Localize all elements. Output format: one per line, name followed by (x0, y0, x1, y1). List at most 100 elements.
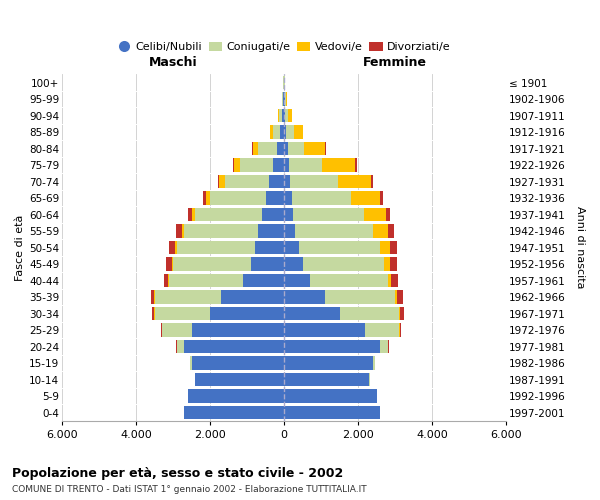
Bar (240, 158, 273, 172)
Bar (218, 175, 220, 188)
Bar (322, 158, 355, 172)
Bar (225, 175, 269, 188)
Bar (386, 208, 390, 222)
Bar (273, 158, 284, 172)
Bar (234, 158, 240, 172)
Bar (284, 126, 286, 139)
Bar (364, 208, 386, 222)
Bar (191, 324, 284, 337)
Bar (278, 109, 280, 122)
Bar (395, 290, 397, 304)
Bar (284, 208, 293, 222)
Bar (151, 290, 154, 304)
Bar (380, 340, 388, 353)
Bar (164, 274, 169, 287)
Bar (152, 307, 154, 320)
Bar (254, 241, 284, 254)
Bar (282, 92, 283, 106)
Bar (285, 109, 288, 122)
Bar (389, 241, 397, 254)
Bar (325, 142, 326, 156)
Bar (284, 192, 292, 205)
Bar (233, 158, 234, 172)
Bar (388, 224, 394, 238)
Bar (284, 158, 289, 172)
Bar (206, 192, 210, 205)
Bar (193, 208, 196, 222)
Bar (284, 406, 380, 419)
Bar (380, 241, 389, 254)
Bar (270, 126, 273, 139)
Bar (177, 340, 184, 353)
Bar (188, 390, 284, 403)
Bar (283, 92, 284, 106)
Bar (273, 126, 280, 139)
Bar (302, 258, 384, 271)
Bar (253, 142, 258, 156)
Bar (292, 192, 350, 205)
Bar (266, 192, 284, 205)
Bar (169, 241, 175, 254)
Bar (284, 373, 369, 386)
Bar (284, 274, 310, 287)
Bar (373, 224, 388, 238)
Bar (280, 126, 284, 139)
Bar (284, 258, 302, 271)
Bar (371, 175, 373, 188)
Bar (155, 307, 210, 320)
Bar (210, 192, 266, 205)
Bar (384, 258, 389, 271)
Bar (400, 324, 401, 337)
Legend: Celibi/Nubili, Coniugati/e, Vedovi/e, Divorziati/e: Celibi/Nubili, Coniugati/e, Vedovi/e, Di… (118, 42, 451, 52)
Bar (397, 290, 403, 304)
Bar (162, 324, 191, 337)
Bar (210, 307, 284, 320)
Bar (203, 192, 206, 205)
Bar (196, 208, 262, 222)
Text: Femmine: Femmine (363, 56, 427, 70)
Bar (244, 274, 284, 287)
Bar (284, 224, 295, 238)
Bar (166, 258, 172, 271)
Bar (282, 109, 284, 122)
Bar (188, 208, 193, 222)
Bar (340, 307, 399, 320)
Bar (289, 158, 322, 172)
Bar (176, 224, 182, 238)
Bar (299, 241, 380, 254)
Bar (184, 224, 258, 238)
Bar (284, 290, 325, 304)
Bar (284, 175, 290, 188)
Bar (286, 92, 287, 106)
Bar (177, 241, 254, 254)
Bar (280, 109, 282, 122)
Bar (169, 274, 244, 287)
Bar (284, 324, 365, 337)
Bar (258, 224, 284, 238)
Bar (220, 175, 225, 188)
Bar (284, 92, 286, 106)
Bar (251, 258, 284, 271)
Bar (295, 224, 373, 238)
Bar (161, 324, 162, 337)
Bar (221, 290, 284, 304)
Bar (389, 258, 397, 271)
Bar (290, 175, 338, 188)
Bar (284, 109, 285, 122)
Bar (258, 142, 277, 156)
Bar (391, 274, 398, 287)
Bar (196, 373, 284, 386)
Bar (184, 340, 284, 353)
Bar (293, 208, 364, 222)
Text: Maschi: Maschi (149, 56, 197, 70)
Bar (388, 274, 391, 287)
Bar (365, 324, 399, 337)
Bar (269, 175, 284, 188)
Bar (284, 356, 373, 370)
Bar (284, 241, 299, 254)
Bar (155, 290, 221, 304)
Text: Popolazione per età, sesso e stato civile - 2002: Popolazione per età, sesso e stato civil… (12, 468, 343, 480)
Bar (182, 224, 184, 238)
Bar (175, 241, 177, 254)
Bar (277, 142, 284, 156)
